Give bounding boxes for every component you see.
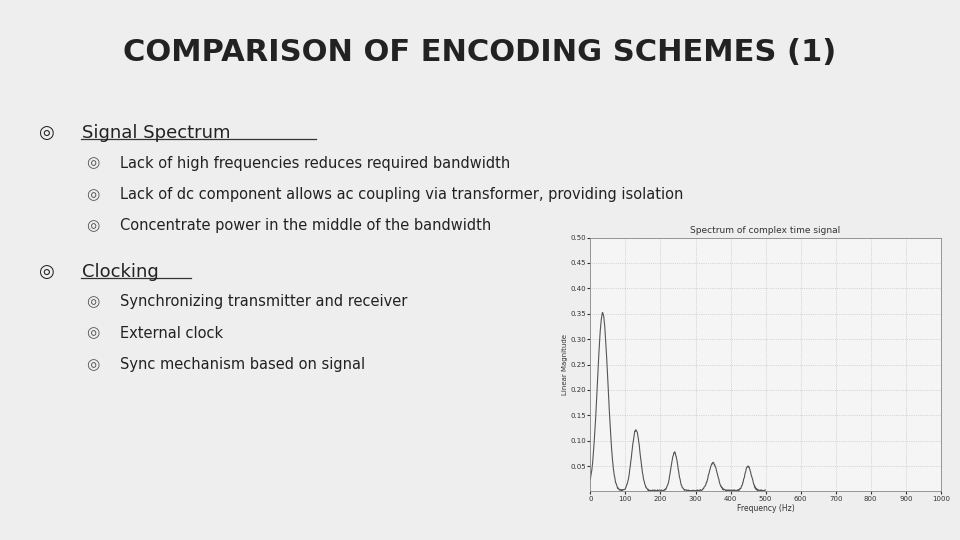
Text: ◎: ◎ [86,357,100,372]
Text: Sync mechanism based on signal: Sync mechanism based on signal [120,357,365,372]
Title: Spectrum of complex time signal: Spectrum of complex time signal [690,226,841,235]
X-axis label: Frequency (Hz): Frequency (Hz) [736,504,795,514]
Text: COMPARISON OF ENCODING SCHEMES (1): COMPARISON OF ENCODING SCHEMES (1) [124,38,836,67]
Text: Lack of dc component allows ac coupling via transformer, providing isolation: Lack of dc component allows ac coupling … [120,187,684,202]
Text: Lack of high frequencies reduces required bandwidth: Lack of high frequencies reduces require… [120,156,511,171]
Text: ◎: ◎ [86,156,100,171]
Text: ◎: ◎ [38,124,54,142]
Text: ◎: ◎ [86,187,100,202]
Y-axis label: Linear Magnitude: Linear Magnitude [562,334,567,395]
Text: Clocking: Clocking [82,263,158,281]
Text: ◎: ◎ [86,326,100,341]
Text: Concentrate power in the middle of the bandwidth: Concentrate power in the middle of the b… [120,218,492,233]
Text: Synchronizing transmitter and receiver: Synchronizing transmitter and receiver [120,294,407,309]
Text: Signal Spectrum: Signal Spectrum [82,124,230,142]
Text: External clock: External clock [120,326,223,341]
Text: ◎: ◎ [86,294,100,309]
Text: ◎: ◎ [86,218,100,233]
Text: ◎: ◎ [38,263,54,281]
